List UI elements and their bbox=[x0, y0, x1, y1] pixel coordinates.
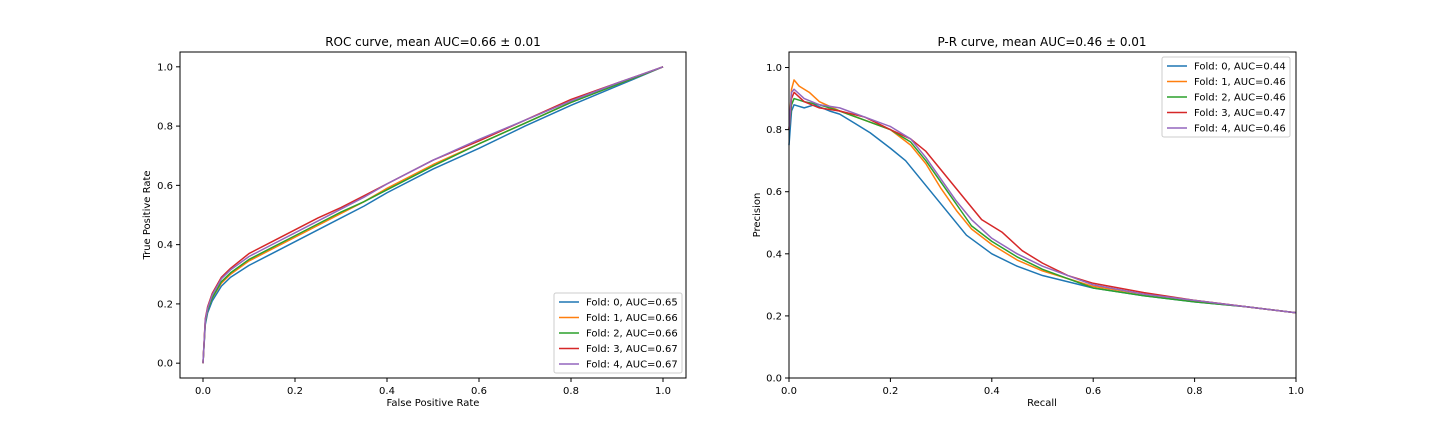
roc-legend-label: Fold: 4, AUC=0.67 bbox=[586, 360, 678, 371]
roc-y-tick-label: 1.0 bbox=[157, 62, 173, 73]
roc-y-axis-label: True Positive Rate bbox=[142, 170, 153, 260]
pr-legend-box bbox=[1161, 56, 1291, 138]
roc-y-tick-label: 0.8 bbox=[157, 122, 173, 133]
roc-legend-items: Fold: 0, AUC=0.65 Fold: 1, AUC=0.66 Fold: … bbox=[559, 298, 678, 371]
roc-y-tick-label: 0.4 bbox=[157, 240, 173, 251]
roc-legend-box bbox=[553, 292, 683, 374]
roc-legend-label: Fold: 2, AUC=0.66 bbox=[586, 329, 678, 340]
roc-series-line-fold-2 bbox=[202, 66, 664, 364]
pr-y-tick-label: 0.8 bbox=[766, 125, 782, 136]
pr-x-ticks: 0.0 0.2 0.4 0.6 0.8 1.0 bbox=[781, 378, 1304, 397]
pr-legend-label: Fold: 2, AUC=0.46 bbox=[1194, 93, 1286, 104]
pr-series-line-fold-2 bbox=[788, 97, 1297, 314]
pr-title: P-R curve, mean AUC=0.46 ± 0.01 bbox=[937, 35, 1146, 49]
roc-legend-label: Fold: 1, AUC=0.66 bbox=[586, 313, 678, 324]
pr-x-tick-label: 0.6 bbox=[1085, 386, 1101, 397]
pr-x-tick-label: 1.0 bbox=[1288, 386, 1304, 397]
roc-y-ticks: 0.0 0.2 0.4 0.6 0.8 1.0 bbox=[157, 62, 180, 370]
roc-x-tick-label: 0.2 bbox=[287, 386, 303, 397]
pr-y-tick-label: 0.6 bbox=[766, 187, 782, 198]
roc-legend-label: Fold: 3, AUC=0.67 bbox=[586, 344, 678, 355]
roc-x-tick-label: 0.8 bbox=[563, 386, 579, 397]
pr-x-tick-label: 0.2 bbox=[882, 386, 898, 397]
roc-x-tick-label: 0.0 bbox=[195, 386, 211, 397]
pr-y-tick-label: 0.0 bbox=[766, 374, 782, 385]
pr-x-tick-label: 0.0 bbox=[781, 386, 797, 397]
pr-legend-items: Fold: 0, AUC=0.44 Fold: 1, AUC=0.46 Fold: … bbox=[1167, 62, 1286, 135]
pr-series-line-fold-4 bbox=[788, 88, 1297, 314]
roc-y-tick-label: 0.2 bbox=[157, 299, 173, 310]
pr-legend: Fold: 0, AUC=0.44 Fold: 1, AUC=0.46 Fold: … bbox=[1161, 56, 1291, 138]
pr-legend-label: Fold: 1, AUC=0.46 bbox=[1194, 77, 1286, 88]
roc-plot-area bbox=[179, 51, 687, 379]
pr-x-tick-label: 0.4 bbox=[984, 386, 1000, 397]
pr-y-axis-label: Precision bbox=[752, 193, 763, 238]
pr-y-ticks: 0.0 0.2 0.4 0.6 0.8 1.0 bbox=[766, 63, 789, 385]
roc-x-ticks: 0.0 0.2 0.4 0.6 0.8 1.0 bbox=[195, 378, 671, 397]
roc-x-tick-label: 0.6 bbox=[471, 386, 487, 397]
pr-y-tick-label: 1.0 bbox=[766, 63, 782, 74]
roc-series-lines bbox=[202, 66, 664, 364]
roc-x-axis-label: False Positive Rate bbox=[387, 398, 480, 409]
pr-y-tick-label: 0.4 bbox=[766, 249, 782, 260]
roc-y-tick-label: 0.0 bbox=[157, 359, 173, 370]
roc-y-tick-label: 0.6 bbox=[157, 181, 173, 192]
pr-series-line-fold-1 bbox=[788, 79, 1297, 314]
pr-plot-area bbox=[788, 51, 1297, 379]
roc-x-tick-label: 0.4 bbox=[379, 386, 395, 397]
pr-x-tick-label: 0.8 bbox=[1187, 386, 1203, 397]
roc-legend-label: Fold: 0, AUC=0.65 bbox=[586, 298, 678, 309]
roc-axes-frame bbox=[179, 51, 687, 379]
pr-legend-label: Fold: 3, AUC=0.47 bbox=[1194, 108, 1286, 119]
pr-legend-label: Fold: 4, AUC=0.46 bbox=[1194, 124, 1286, 135]
roc-x-tick-label: 1.0 bbox=[655, 386, 671, 397]
pr-y-tick-label: 0.2 bbox=[766, 311, 782, 322]
pr-x-axis-label: Recall bbox=[1027, 398, 1057, 409]
roc-subplot: ROC curve, mean AUC=0.66 ± 0.01 0.0 0.2 0.… bbox=[142, 35, 687, 409]
pr-legend-label: Fold: 0, AUC=0.44 bbox=[1194, 62, 1286, 73]
roc-series-line-fold-0 bbox=[202, 66, 664, 364]
pr-series-line-fold-3 bbox=[788, 91, 1297, 314]
pr-series-lines bbox=[788, 79, 1297, 314]
roc-series-line-fold-4 bbox=[202, 66, 664, 364]
pr-axes-frame bbox=[788, 51, 1297, 379]
pr-subplot: P-R curve, mean AUC=0.46 ± 0.01 0.0 0.2 0.… bbox=[752, 35, 1304, 409]
roc-title: ROC curve, mean AUC=0.66 ± 0.01 bbox=[325, 35, 541, 49]
roc-legend: Fold: 0, AUC=0.65 Fold: 1, AUC=0.66 Fold: … bbox=[553, 292, 683, 374]
